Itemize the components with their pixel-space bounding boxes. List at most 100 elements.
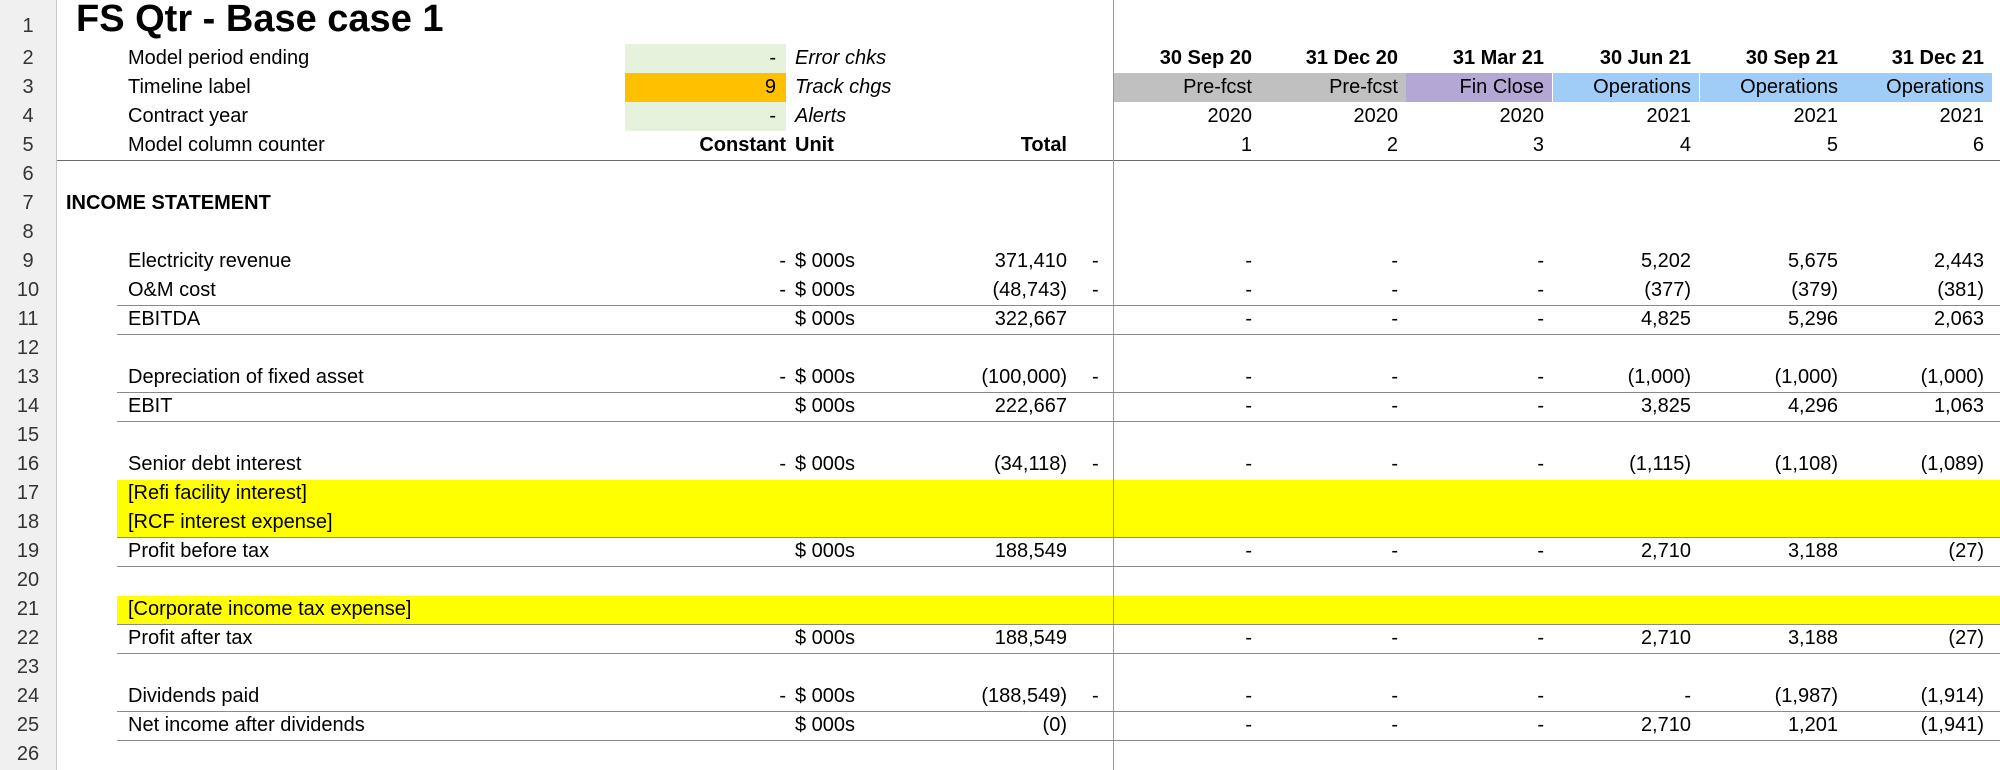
period-year[interactable]: 2021: [1646, 105, 1692, 127]
track-chgs-label[interactable]: Track chgs: [795, 76, 892, 98]
row-number[interactable]: 24: [16, 685, 40, 707]
period-value[interactable]: (1,000): [1627, 366, 1691, 388]
row-number[interactable]: 14: [16, 395, 40, 417]
row-number[interactable]: 5: [22, 134, 34, 156]
error-chks-label[interactable]: Error chks: [795, 47, 887, 69]
period-value[interactable]: -: [1391, 279, 1398, 301]
line-unit[interactable]: $ 000s: [795, 366, 856, 388]
line-label[interactable]: Senior debt interest: [128, 453, 302, 475]
period-value[interactable]: -: [1537, 308, 1544, 330]
row-number[interactable]: 2: [22, 47, 34, 69]
line-unit[interactable]: $ 000s: [795, 714, 856, 736]
period-timeline-label[interactable]: Fin Close: [1406, 73, 1552, 102]
period-value[interactable]: 2,710: [1640, 627, 1691, 649]
line-constant[interactable]: [625, 537, 786, 566]
row-number[interactable]: 6: [22, 163, 34, 185]
period-counter[interactable]: 5: [1826, 134, 1838, 156]
period-value[interactable]: -: [1245, 308, 1252, 330]
period-value[interactable]: [1700, 508, 1846, 537]
period-year[interactable]: 2021: [1793, 105, 1839, 127]
row-number[interactable]: 16: [16, 453, 40, 475]
period-value[interactable]: -: [1245, 540, 1252, 562]
period-value[interactable]: -: [1537, 540, 1544, 562]
period-value[interactable]: 4,825: [1640, 308, 1691, 330]
period-value[interactable]: -: [1245, 714, 1252, 736]
line-label[interactable]: [Corporate income tax expense]: [128, 598, 412, 620]
row-number[interactable]: 13: [16, 366, 40, 388]
period-year[interactable]: 2021: [1939, 105, 1985, 127]
period-value[interactable]: 2,443: [1933, 250, 1984, 272]
period-value[interactable]: [1260, 508, 1406, 537]
line-total[interactable]: 188,549: [994, 627, 1067, 649]
period-value[interactable]: [1846, 595, 1992, 624]
period-value[interactable]: -: [1537, 250, 1544, 272]
period-timeline-label[interactable]: Operations: [1553, 73, 1699, 102]
period-value[interactable]: [1114, 508, 1260, 537]
period-value[interactable]: (379): [1791, 279, 1838, 301]
period-value[interactable]: -: [1245, 279, 1252, 301]
period-value[interactable]: -: [1391, 685, 1398, 707]
period-value[interactable]: -: [1537, 279, 1544, 301]
period-value[interactable]: 2,710: [1640, 714, 1691, 736]
period-value[interactable]: 5,675: [1787, 250, 1838, 272]
line-constant[interactable]: -: [779, 250, 786, 272]
unit-header[interactable]: Unit: [795, 134, 834, 156]
period-value[interactable]: (1,000): [1920, 366, 1984, 388]
period-value[interactable]: [1700, 479, 1846, 508]
line-flag[interactable]: -: [1092, 685, 1099, 707]
period-value[interactable]: -: [1537, 627, 1544, 649]
row-number[interactable]: 20: [16, 569, 40, 591]
line-constant[interactable]: -: [779, 453, 786, 475]
period-value[interactable]: [1260, 595, 1406, 624]
line-unit[interactable]: $ 000s: [795, 250, 856, 272]
line-constant[interactable]: [625, 392, 786, 421]
line-total[interactable]: (0): [1042, 714, 1067, 736]
period-value[interactable]: -: [1391, 308, 1398, 330]
line-label[interactable]: [RCF interest expense]: [128, 511, 333, 533]
period-value[interactable]: -: [1537, 366, 1544, 388]
period-value[interactable]: [1406, 508, 1552, 537]
timeline-label[interactable]: Timeline label: [128, 76, 251, 98]
line-unit[interactable]: $ 000s: [795, 395, 856, 417]
period-value[interactable]: (1,000): [1774, 366, 1838, 388]
period-value[interactable]: 5,296: [1787, 308, 1838, 330]
line-constant[interactable]: [625, 624, 786, 653]
period-value[interactable]: (1,089): [1920, 453, 1984, 475]
line-label[interactable]: Profit after tax: [128, 627, 253, 649]
period-value[interactable]: [1700, 595, 1846, 624]
period-value[interactable]: (1,914): [1920, 685, 1984, 707]
row-number[interactable]: 26: [16, 743, 40, 765]
period-counter[interactable]: 1: [1240, 134, 1252, 156]
period-value[interactable]: (1,941): [1920, 714, 1984, 736]
row-number[interactable]: 7: [22, 192, 34, 214]
period-date-header[interactable]: 30 Sep 21: [1745, 47, 1838, 69]
period-counter[interactable]: 6: [1972, 134, 1984, 156]
period-value[interactable]: [1846, 479, 1992, 508]
period-value[interactable]: -: [1245, 685, 1252, 707]
line-label[interactable]: [Refi facility interest]: [128, 482, 307, 504]
row-number[interactable]: 3: [22, 76, 34, 98]
line-constant[interactable]: -: [779, 279, 786, 301]
period-value[interactable]: [1406, 595, 1552, 624]
period-value[interactable]: -: [1245, 627, 1252, 649]
timeline-value[interactable]: 9: [625, 73, 786, 102]
period-value[interactable]: [1260, 479, 1406, 508]
period-value[interactable]: [1114, 595, 1260, 624]
period-value[interactable]: [1553, 479, 1699, 508]
line-unit[interactable]: $ 000s: [795, 627, 856, 649]
period-value[interactable]: 2,063: [1933, 308, 1984, 330]
period-timeline-label[interactable]: Pre-fcst: [1114, 73, 1260, 102]
row-number[interactable]: 25: [16, 714, 40, 736]
line-label[interactable]: O&M cost: [128, 279, 216, 301]
alerts-label[interactable]: Alerts: [795, 105, 847, 127]
period-value[interactable]: 1,063: [1933, 395, 1984, 417]
line-flag[interactable]: -: [1092, 366, 1099, 388]
contract-year-value[interactable]: -: [625, 102, 786, 131]
line-total[interactable]: (100,000): [981, 366, 1067, 388]
line-total[interactable]: 322,667: [994, 308, 1067, 330]
line-unit[interactable]: $ 000s: [795, 540, 856, 562]
period-value[interactable]: -: [1245, 366, 1252, 388]
period-value[interactable]: [1406, 479, 1552, 508]
period-value[interactable]: [1114, 479, 1260, 508]
